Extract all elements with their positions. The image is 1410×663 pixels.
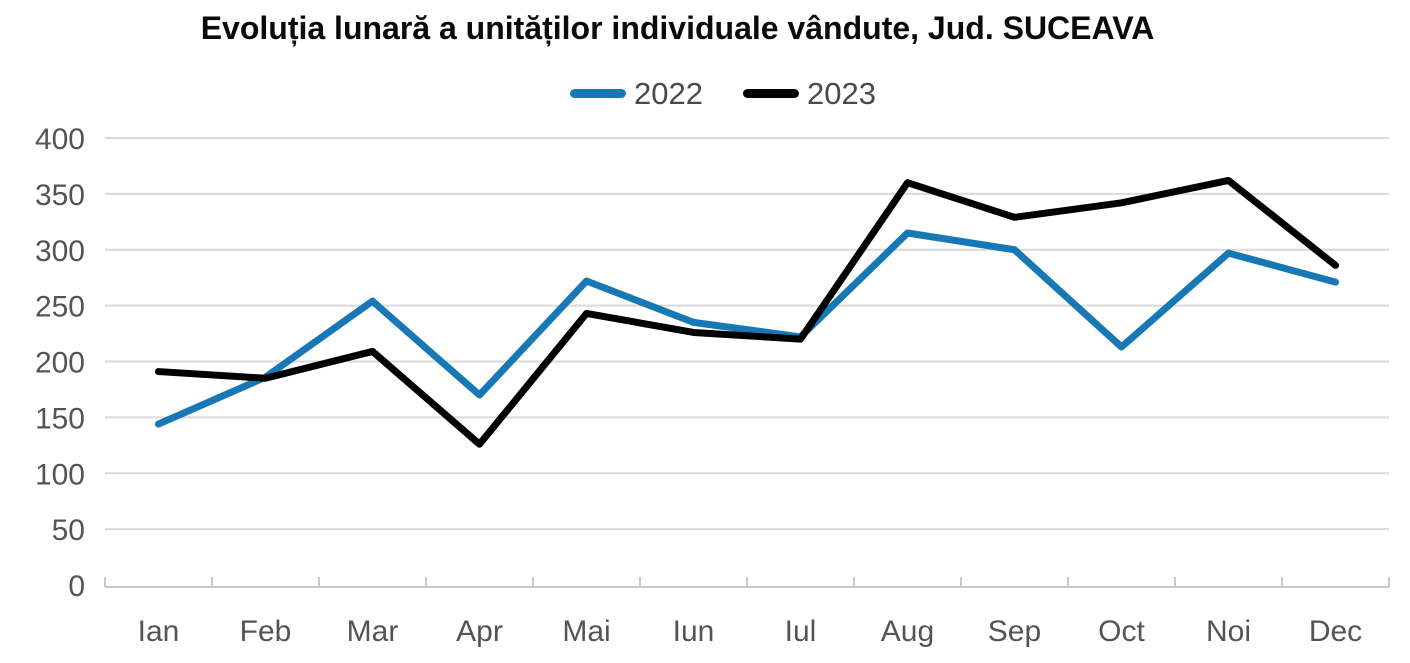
- legend-label-2023: 2023: [807, 76, 876, 111]
- y-tick-label: 250: [35, 291, 85, 324]
- legend-label-2022: 2022: [634, 76, 703, 111]
- y-tick-label: 150: [35, 402, 85, 435]
- x-tick-label: Mai: [562, 615, 610, 648]
- legend-line-swatch-2022-icon: [570, 89, 627, 98]
- y-tick-label: 0: [68, 570, 85, 603]
- x-tick-label: Sep: [988, 615, 1041, 648]
- x-tick-label: Ian: [138, 615, 180, 648]
- y-tick-label: 100: [35, 458, 85, 491]
- x-tick-label: Iun: [673, 615, 715, 648]
- chart-title: Evoluția lunară a unităților individuale…: [200, 10, 1155, 46]
- y-tick-label: 400: [35, 123, 85, 156]
- legend-item-2023: 2023: [743, 78, 876, 109]
- y-tick-label: 350: [35, 179, 85, 212]
- legend-line-swatch-2023-icon: [743, 89, 799, 98]
- x-tick-label: Feb: [240, 615, 292, 648]
- y-tick-label: 300: [35, 235, 85, 268]
- x-tick-label: Noi: [1206, 615, 1251, 648]
- x-tick-label: Apr: [456, 615, 503, 648]
- legend-item-2022: 2022: [570, 78, 703, 109]
- x-tick-label: Iul: [785, 615, 817, 648]
- x-tick-label: Oct: [1098, 615, 1145, 648]
- series-line-2023: [155, 176, 1339, 448]
- chart-legend: 2022 2023: [0, 78, 1410, 109]
- x-tick-label: Dec: [1309, 615, 1362, 648]
- x-tick-label: Aug: [881, 615, 934, 648]
- y-tick-label: 50: [52, 514, 85, 547]
- series-line-2022: [155, 229, 1339, 428]
- y-tick-label: 200: [35, 347, 85, 380]
- x-tick-label: Mar: [347, 615, 399, 648]
